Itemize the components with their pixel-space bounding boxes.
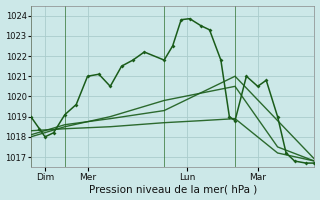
X-axis label: Pression niveau de la mer( hPa ): Pression niveau de la mer( hPa ) bbox=[89, 184, 257, 194]
